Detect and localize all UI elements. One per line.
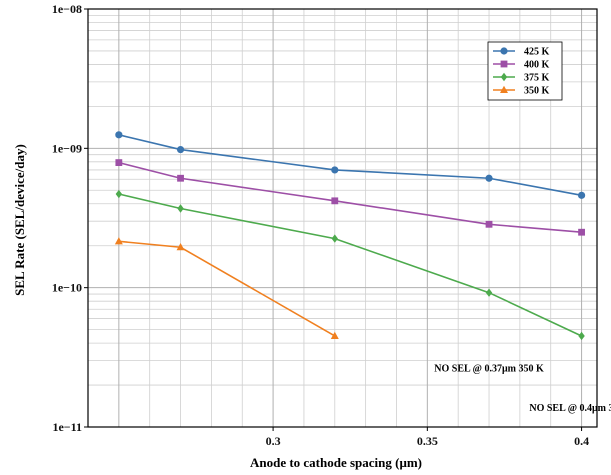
legend-label: 425 K <box>524 47 550 58</box>
data-point-425k <box>176 145 185 154</box>
data-point-350k <box>330 331 339 339</box>
series-lines <box>118 134 582 337</box>
x-ticks: 0.3 0.35 0.4 <box>266 427 589 448</box>
data-point-425k <box>485 174 493 182</box>
data-point-375k <box>578 331 585 341</box>
data-point-350k <box>176 243 185 251</box>
legend-marker <box>500 72 508 82</box>
data-point-375k <box>177 204 184 213</box>
data-point-425k <box>577 191 586 199</box>
legend-marker <box>500 85 508 93</box>
legend-label: 375 K <box>524 73 550 84</box>
data-point-425k <box>331 166 339 174</box>
series-line-350k <box>118 240 336 337</box>
data-point-400k <box>331 197 339 205</box>
data-point-400k <box>485 220 493 228</box>
data-point-400k <box>115 159 123 166</box>
x-tick-label: 0.35 <box>417 434 438 448</box>
data-point-375k <box>331 234 338 243</box>
data-point-375k <box>485 288 493 297</box>
y-tick-label: 1e−09 <box>52 141 82 155</box>
legend-marker <box>500 60 508 68</box>
y-tick-label: 1e−11 <box>52 420 82 434</box>
x-axis-title: Anode to cathode spacing (μm) <box>250 455 422 470</box>
legend-marker <box>500 47 508 55</box>
legend-label: 400 K <box>524 60 550 71</box>
series-line-400k <box>118 161 582 234</box>
x-tick-label: 0.4 <box>574 434 589 448</box>
series-line-375k <box>118 193 582 337</box>
data-point-350k <box>114 237 123 245</box>
x-tick-label: 0.3 <box>266 434 281 448</box>
y-ticks: 1e−11 1e−10 1e−09 1e−08 <box>52 2 88 434</box>
y-tick-label: 1e−08 <box>52 2 82 16</box>
plot-frame <box>87 8 598 428</box>
data-point-425k <box>115 131 123 139</box>
legend: 425 K 400 K 375 K 350 K <box>487 41 563 101</box>
y-tick-label: 1e−10 <box>52 281 82 295</box>
annotation-no-sel: NO SEL @ 0.4μm 350 K <box>529 403 611 414</box>
series-line-425k <box>118 134 582 197</box>
data-point-400k <box>177 174 184 182</box>
annotation-no-sel: NO SEL @ 0.37μm 350 K <box>434 364 544 375</box>
annotations: NO SEL @ 0.37μm 350 K NO SEL @ 0.4μm 350 … <box>434 364 611 415</box>
series-markers <box>114 131 586 341</box>
y-axis-title: SEL Rate (SEL/device/day) <box>12 144 27 296</box>
legend-label: 350 K <box>524 86 550 97</box>
data-point-375k <box>115 189 123 199</box>
data-point-400k <box>578 228 585 236</box>
